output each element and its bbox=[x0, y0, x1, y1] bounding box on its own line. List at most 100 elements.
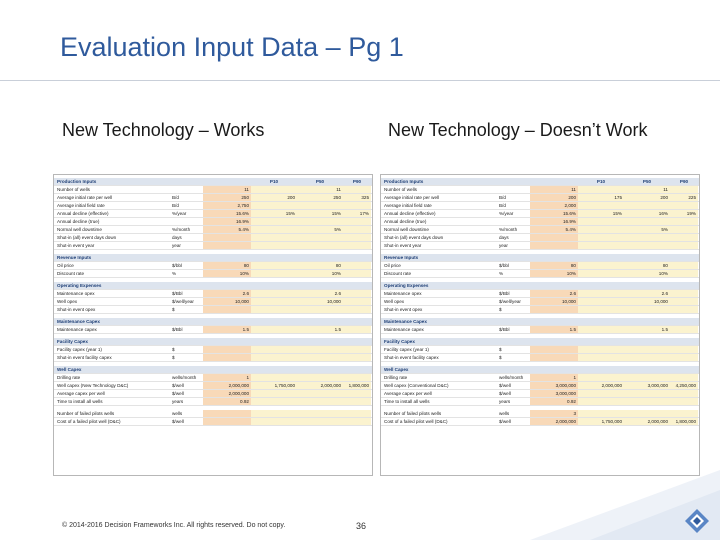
sheet-cell-v3 bbox=[624, 366, 670, 373]
sheet-cell-label: Revenue Inputs bbox=[57, 255, 92, 260]
sheet-cell-v1: 2,000,000 bbox=[203, 382, 251, 390]
sheet-grid-line bbox=[54, 425, 372, 427]
sheet-cell-v1: 1 bbox=[203, 374, 251, 382]
sheet-cell-label: Production Inputs bbox=[384, 179, 424, 184]
sheet-cell-v1: 2,000 bbox=[530, 202, 578, 210]
sheet-grid-line bbox=[381, 381, 699, 383]
sheet-cell-v3: 1.5 bbox=[624, 326, 670, 334]
sheet-row: Annual decline (effective) %/year 15.6% 15%… bbox=[381, 210, 699, 218]
sheet-grid-line bbox=[54, 217, 372, 219]
sheet-grid-line bbox=[54, 313, 372, 315]
sheet-cell-unit: $/well bbox=[499, 391, 511, 396]
sheet-cell-v1 bbox=[530, 346, 578, 354]
sheet-cell-label: Annual decline (effective) bbox=[384, 211, 436, 216]
sheet-cell-label: Annual decline (effective) bbox=[57, 211, 109, 216]
sheet-grid-line bbox=[381, 417, 699, 419]
sheet-row: Well capex (New Technology D&C) $/well 2,0… bbox=[54, 382, 372, 390]
sheet-cell-v2 bbox=[251, 202, 297, 210]
sheet-cell-v3 bbox=[297, 366, 343, 373]
sheet-cell-v1: 10,000 bbox=[203, 298, 251, 306]
sheet-grid-line bbox=[381, 277, 699, 279]
sheet-cell-v2 bbox=[578, 242, 624, 250]
sheet-cell-v3: 80 bbox=[624, 262, 670, 270]
sheet-grid-line bbox=[54, 381, 372, 383]
sheet-cell-v1: 80 bbox=[530, 262, 578, 270]
sheet-cell-v3 bbox=[624, 218, 670, 226]
sheet-row: Maintenance opex $/Bbl 2.6 2.6 bbox=[381, 290, 699, 298]
sheet-cell-v1 bbox=[203, 242, 251, 250]
sheet-cell-v1: 15.6% bbox=[203, 210, 251, 218]
sheet-cell-label: Number of failed pilots wells bbox=[57, 411, 115, 416]
sheet-cell-v3 bbox=[624, 242, 670, 250]
sheet-cell-label: Production Inputs bbox=[57, 179, 97, 184]
sheet-cell-v4 bbox=[670, 298, 698, 306]
sheet-grid-line bbox=[381, 233, 699, 235]
sheet-row: Drilling rate wells/month 1 bbox=[381, 374, 699, 382]
sheet-cell-v1: 3,000,000 bbox=[530, 382, 578, 390]
sheet-row: Shut-in (all) event days down days bbox=[54, 234, 372, 242]
sheet-cell-label: Oil price bbox=[57, 263, 74, 268]
sheet-cell-v2 bbox=[578, 398, 624, 406]
sheet-cell-v1 bbox=[203, 178, 251, 185]
sheet-grid-line bbox=[54, 249, 372, 251]
sheet-grid-line bbox=[54, 333, 372, 335]
sheet-cell-label: Normal well downtime bbox=[384, 227, 429, 232]
sheet-cell-unit: $ bbox=[172, 307, 175, 312]
sheet-row: Average capex per well $/well 2,000,000 bbox=[54, 390, 372, 398]
sheet-cell-label: Revenue Inputs bbox=[384, 255, 419, 260]
sheet-cell-label: Well opex bbox=[384, 299, 405, 304]
sheet-cell-v3: 200 bbox=[624, 194, 670, 202]
sheet-cell-v2 bbox=[578, 234, 624, 242]
sheet-section-header: Operating Expenses bbox=[54, 282, 372, 290]
sheet-cell-v3: 80 bbox=[297, 262, 343, 270]
sheet-cell-v3 bbox=[297, 282, 343, 289]
sheet-cell-v1 bbox=[530, 282, 578, 289]
sheet-cell-v2 bbox=[251, 346, 297, 354]
sheet-cell-v1 bbox=[530, 366, 578, 373]
sheet-cell-v1 bbox=[203, 234, 251, 242]
sheet-cell-unit: year bbox=[499, 243, 508, 248]
sheet-cell-v1 bbox=[203, 418, 251, 426]
sheet-cell-v1: 1.5 bbox=[203, 326, 251, 334]
sheet-cell-unit: $ bbox=[172, 347, 175, 352]
sheet-cell-v1: 80 bbox=[203, 262, 251, 270]
sheet-cell-v2 bbox=[251, 226, 297, 234]
sheet-cell-v4 bbox=[670, 262, 698, 270]
sheet-row: Discount rate% 10% 10% bbox=[381, 270, 699, 278]
sheet-row: Shut-in event opex $ bbox=[54, 306, 372, 314]
sheet-cell-v4: 4,250,000 bbox=[670, 382, 698, 390]
sheet-cell-v2 bbox=[251, 298, 297, 306]
sheet-cell-unit: year bbox=[172, 243, 181, 248]
sheet-row: Facility capex (year 1) $ bbox=[381, 346, 699, 354]
sheet-cell-label: Facility Capex bbox=[57, 339, 88, 344]
sheet-cell-label: Well Capex bbox=[384, 367, 409, 372]
sheet-grid-line bbox=[381, 193, 699, 195]
sheet-cell-v3: 10% bbox=[624, 270, 670, 278]
sheet-row: Cost of a failed pilot well (D&C) $/well bbox=[54, 418, 372, 426]
sheet-cell-v4 bbox=[343, 374, 371, 382]
sheet-cell-v2 bbox=[578, 374, 624, 382]
sheet-grid-line bbox=[381, 185, 699, 187]
sheet-cell-v3: 16% bbox=[624, 210, 670, 218]
sheet-cell-v1: 2.6 bbox=[203, 290, 251, 298]
sheet-cell-v4 bbox=[343, 290, 371, 298]
sheet-cell-v2 bbox=[251, 186, 297, 194]
sheet-cell-v3 bbox=[297, 234, 343, 242]
corner-decoration bbox=[530, 470, 720, 540]
sheet-cell-v4 bbox=[670, 254, 698, 261]
sheet-cell-unit bbox=[172, 178, 202, 185]
sheet-cell-v3: 11 bbox=[297, 186, 343, 194]
sheet-cell-unit: $/well/year bbox=[172, 299, 194, 304]
sheet-cell-label: Maintenance capex bbox=[57, 327, 97, 332]
sheet-cell-v4 bbox=[343, 226, 371, 234]
sheet-section-header: Maintenance Capex bbox=[381, 318, 699, 326]
sheet-cell-v1: 11 bbox=[203, 186, 251, 194]
sheet-cell-label: Shut-in event facility capex bbox=[57, 355, 112, 360]
sheet-cell-v3: 2.6 bbox=[624, 290, 670, 298]
sheet-cell-unit bbox=[499, 318, 529, 325]
sheet-grid-line bbox=[381, 313, 699, 315]
sheet-cell-v2 bbox=[578, 318, 624, 325]
sheet-cell-v2 bbox=[578, 226, 624, 234]
sheet-cell-label: Maintenance Capex bbox=[384, 319, 427, 324]
sheet-cell-v2: 1,750,000 bbox=[251, 382, 297, 390]
